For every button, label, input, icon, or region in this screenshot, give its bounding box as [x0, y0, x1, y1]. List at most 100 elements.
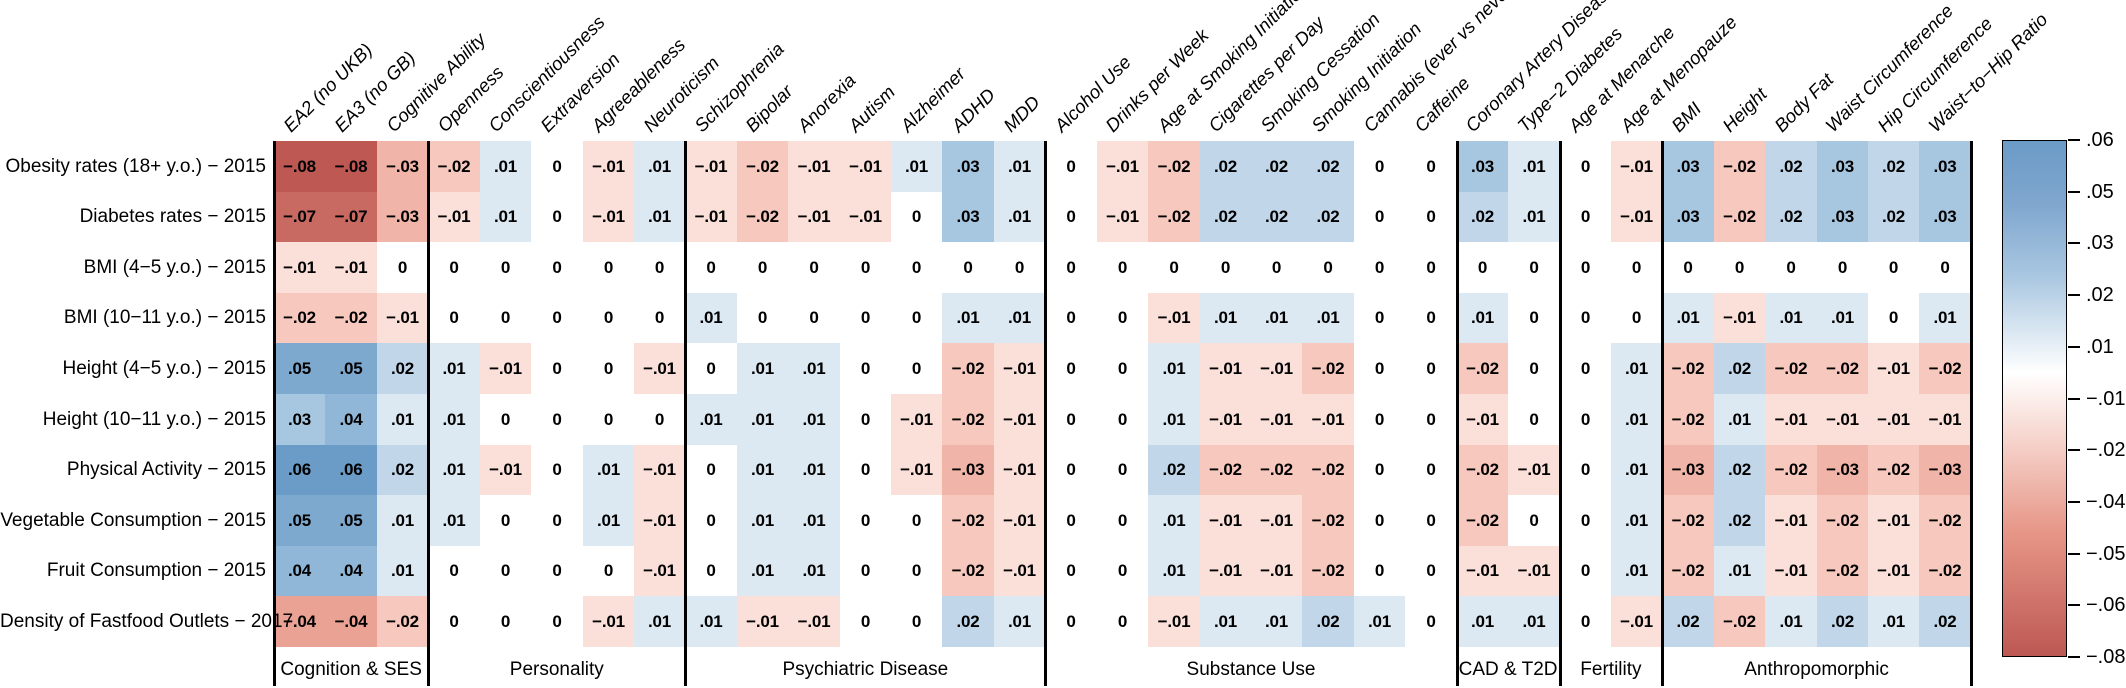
heatmap-cell: −.02 — [1457, 445, 1508, 495]
heatmap-cell: −.02 — [1302, 546, 1354, 596]
heatmap-cell: −.01 — [1148, 596, 1200, 647]
heatmap-cell: 0 — [1354, 546, 1405, 596]
heatmap-cell: .01 — [994, 293, 1045, 343]
heatmap-cell: −.04 — [325, 596, 377, 647]
heatmap-cell: 0 — [531, 394, 583, 445]
heatmap-cell: 0 — [1354, 141, 1405, 192]
heatmap-cell: 0 — [1714, 242, 1765, 293]
heatmap-cell: 0 — [1405, 445, 1457, 495]
heatmap-cell: −.02 — [942, 343, 994, 394]
heatmap-cell: 0 — [1097, 343, 1148, 394]
heatmap-cell: −.01 — [1611, 141, 1662, 192]
heatmap-cell: −.02 — [1662, 495, 1714, 546]
heatmap-cell: .01 — [1765, 293, 1817, 343]
colorbar-tick-label: −.04 — [2086, 490, 2126, 513]
heatmap-cell: 0 — [480, 596, 531, 647]
heatmap-cell: .01 — [737, 495, 788, 546]
heatmap-cell: .01 — [428, 495, 480, 546]
group-label: Psychiatric Disease — [782, 659, 949, 680]
group-separator-line — [1969, 141, 1973, 686]
heatmap-cell: .01 — [1148, 495, 1200, 546]
heatmap-cell: −.02 — [737, 192, 788, 242]
heatmap-cell: −.01 — [1251, 394, 1302, 445]
heatmap-cell: .01 — [428, 343, 480, 394]
heatmap-cell: 0 — [1354, 495, 1405, 546]
colorbar-tick-label: .02 — [2086, 284, 2114, 307]
heatmap-cell: −.01 — [788, 192, 840, 242]
heatmap-cell: 0 — [1405, 343, 1457, 394]
heatmap-cell: .02 — [1662, 596, 1714, 647]
heatmap-cell: 0 — [1097, 596, 1148, 647]
heatmap-cell: 0 — [1560, 546, 1611, 596]
heatmap-cell: 0 — [428, 596, 480, 647]
heatmap-cell: .01 — [685, 596, 737, 647]
heatmap-cell: −.01 — [1097, 192, 1148, 242]
colorbar-gradient — [2002, 140, 2067, 657]
heatmap-cell: 0 — [583, 242, 634, 293]
heatmap-cell: .01 — [1251, 293, 1302, 343]
heatmap-cell: −.01 — [685, 141, 737, 192]
heatmap-cell: 0 — [1045, 495, 1097, 546]
heatmap-cell: −.02 — [1302, 343, 1354, 394]
heatmap-cell: 0 — [685, 546, 737, 596]
heatmap-cell: 0 — [685, 445, 737, 495]
heatmap-cell: 0 — [1560, 192, 1611, 242]
heatmap-cell: .01 — [891, 141, 942, 192]
heatmap-cell: .01 — [1714, 394, 1765, 445]
heatmap-cell: −.01 — [788, 596, 840, 647]
row-label: Height (4−5 y.o.) − 2015 — [62, 357, 267, 379]
heatmap-cell: .01 — [737, 445, 788, 495]
heatmap-cell: .01 — [1868, 596, 1919, 647]
row-label: Diabetes rates − 2015 — [79, 206, 266, 227]
heatmap-cell: 0 — [1097, 242, 1148, 293]
column-label: MDD — [998, 91, 1044, 136]
heatmap-cell: .01 — [788, 445, 840, 495]
heatmap-cell: .01 — [1200, 293, 1251, 343]
heatmap-cell: −.01 — [788, 141, 840, 192]
heatmap-cell: −.07 — [274, 192, 325, 242]
heatmap-cell: −.02 — [1662, 546, 1714, 596]
heatmap-cell: 0 — [531, 293, 583, 343]
heatmap-cell: 0 — [428, 546, 480, 596]
heatmap-cell: 0 — [1200, 242, 1251, 293]
heatmap-cell: .01 — [788, 495, 840, 546]
heatmap-cell: −.01 — [1251, 343, 1302, 394]
heatmap-cell: .01 — [1251, 596, 1302, 647]
heatmap-cell: 0 — [1251, 242, 1302, 293]
heatmap-cell: .01 — [1765, 596, 1817, 647]
heatmap-cell: −.02 — [1765, 445, 1817, 495]
heatmap-cell: .01 — [1148, 343, 1200, 394]
heatmap-cell: 0 — [1560, 293, 1611, 343]
heatmap-cell: −.01 — [994, 445, 1045, 495]
heatmap-cell: −.01 — [274, 242, 325, 293]
heatmap-cell: .02 — [942, 596, 994, 647]
heatmap-cell: .02 — [1302, 141, 1354, 192]
heatmap-cell: −.01 — [1714, 293, 1765, 343]
heatmap-cell: −.01 — [1765, 394, 1817, 445]
group-separator-line — [1558, 141, 1562, 686]
heatmap-cell: 0 — [531, 242, 583, 293]
group-separator-line — [683, 141, 687, 686]
heatmap-cell: 0 — [480, 546, 531, 596]
heatmap-cell: .01 — [942, 293, 994, 343]
heatmap-cell: .02 — [1765, 192, 1817, 242]
heatmap-cell: 0 — [685, 242, 737, 293]
colorbar-tick — [2068, 604, 2080, 607]
column-label: Height — [1718, 83, 1772, 136]
heatmap-cell: .01 — [377, 546, 428, 596]
heatmap-cell: 0 — [480, 293, 531, 343]
heatmap-cell: 0 — [1045, 546, 1097, 596]
heatmap-cell: .06 — [274, 445, 325, 495]
heatmap-cell: 0 — [1354, 242, 1405, 293]
heatmap-cell: −.02 — [1817, 495, 1868, 546]
heatmap-cell: .01 — [1457, 293, 1508, 343]
heatmap-cell: −.02 — [1302, 495, 1354, 546]
heatmap-cell: .01 — [1354, 596, 1405, 647]
heatmap-cell: .02 — [1200, 192, 1251, 242]
heatmap-cell: .01 — [1714, 546, 1765, 596]
row-label: Height (10−11 y.o.) − 2015 — [42, 408, 266, 430]
row-label: BMI (4−5 y.o.) − 2015 — [83, 256, 266, 278]
heatmap-cell: 0 — [531, 192, 583, 242]
heatmap-cell: 0 — [737, 242, 788, 293]
